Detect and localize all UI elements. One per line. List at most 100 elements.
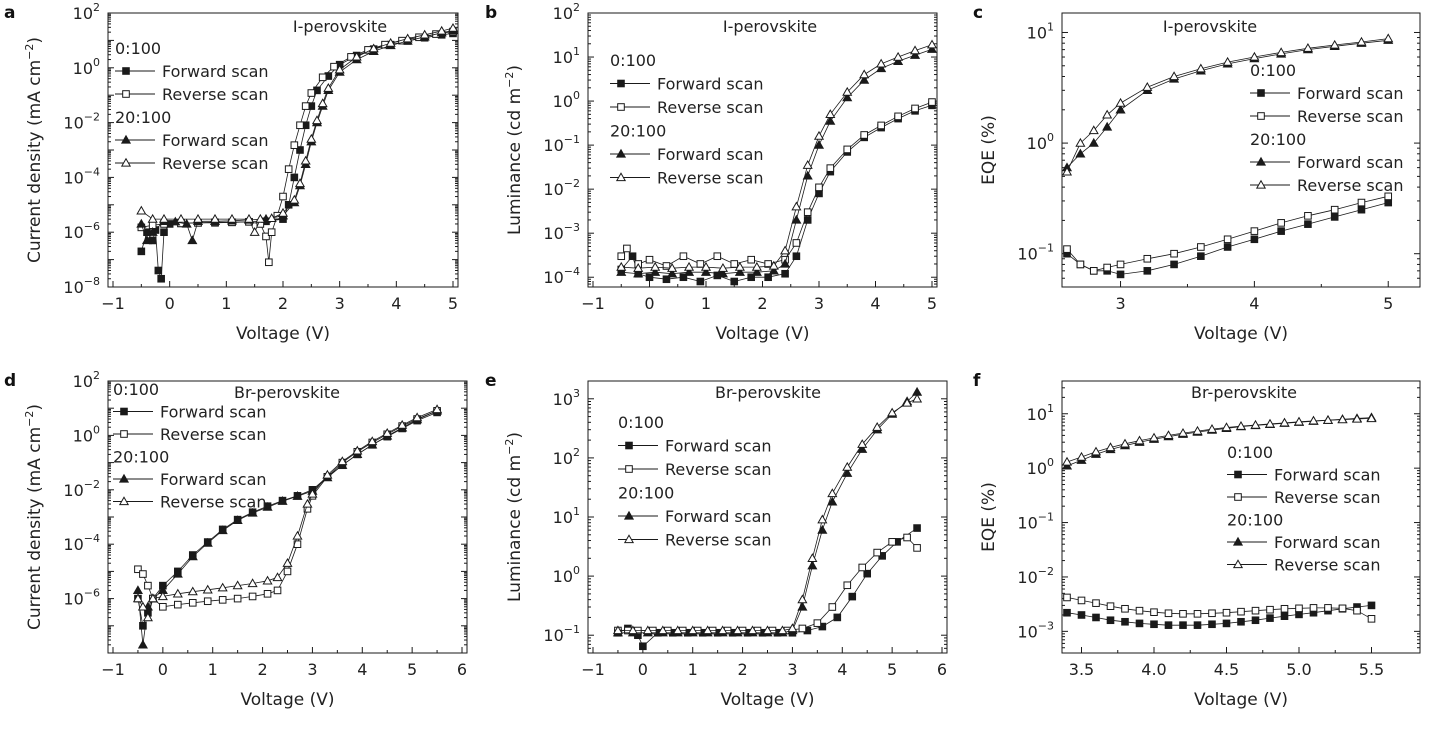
legend-marker bbox=[615, 148, 627, 158]
data-point bbox=[893, 56, 904, 65]
legend-entry: Forward scan bbox=[657, 145, 764, 164]
series-line bbox=[620, 104, 933, 282]
legend-group-header: 0:100 bbox=[618, 413, 664, 432]
data-point bbox=[1223, 235, 1232, 244]
data-point bbox=[255, 213, 266, 223]
data-point bbox=[768, 265, 779, 275]
panel-letter: d bbox=[4, 371, 16, 391]
data-point bbox=[1293, 416, 1305, 426]
data-point bbox=[791, 214, 802, 224]
data-point bbox=[132, 585, 143, 595]
panel-title: Br-perovskite bbox=[1191, 383, 1297, 402]
data-point bbox=[734, 267, 745, 276]
y-tick-label: 10−4 bbox=[543, 265, 580, 287]
data-point bbox=[187, 235, 198, 245]
legend-marker bbox=[1257, 112, 1265, 120]
data-point bbox=[633, 268, 644, 278]
y-tick-label: 10−1 bbox=[1017, 242, 1054, 264]
data-point bbox=[734, 261, 745, 271]
panel-f: f 101 100 10−1 10−2 10−3 3.5 4.0 4.5 5.0 5.5 Volta… bbox=[973, 371, 1421, 710]
data-point bbox=[267, 228, 276, 236]
data-point bbox=[1197, 243, 1205, 251]
data-point bbox=[827, 496, 838, 506]
data-point bbox=[294, 178, 306, 188]
legend-group-header: 20:100 bbox=[1250, 130, 1306, 149]
data-point bbox=[1338, 604, 1347, 613]
data-point bbox=[292, 491, 303, 500]
data-point bbox=[1337, 414, 1348, 424]
y-tick-label: 100 bbox=[553, 89, 580, 111]
data-point bbox=[330, 62, 338, 71]
data-point bbox=[1356, 36, 1367, 46]
data-point bbox=[813, 619, 822, 627]
legend-entry: Forward scan bbox=[160, 403, 267, 422]
legend-entry: Forward scan bbox=[1297, 84, 1404, 103]
data-point bbox=[1075, 148, 1086, 158]
series-line bbox=[137, 410, 438, 645]
legend-group-header: 0:100 bbox=[1227, 443, 1273, 462]
legend-group-header: 0:100 bbox=[610, 51, 656, 70]
legend-marker bbox=[118, 473, 130, 483]
x-tick-label: 5 bbox=[927, 294, 937, 313]
data-point bbox=[662, 275, 671, 284]
legend-entry: Reverse scan bbox=[657, 169, 763, 188]
data-point bbox=[1384, 192, 1393, 201]
panel-b: b 102 101 100 10−1 10−2 10−3 10−4−1 0 1 2 3 4 5 Volta… bbox=[485, 1, 938, 344]
panel-letter: f bbox=[973, 371, 981, 391]
data-point bbox=[787, 623, 798, 633]
data-point bbox=[764, 260, 772, 268]
data-point bbox=[1142, 82, 1153, 91]
y-axis-title: EQE (%) bbox=[979, 482, 999, 552]
y-tick-label: 10−6 bbox=[63, 587, 100, 609]
data-point bbox=[1115, 104, 1126, 114]
data-point bbox=[1330, 213, 1339, 221]
x-tick-label: 3 bbox=[787, 660, 797, 679]
data-point bbox=[292, 530, 303, 540]
data-point bbox=[1366, 413, 1377, 423]
data-point bbox=[1089, 267, 1098, 275]
legend-group-header: 20:100 bbox=[115, 108, 171, 127]
data-point bbox=[807, 553, 818, 562]
y-tick-label: 101 bbox=[553, 505, 580, 527]
x-tick-label: −1 bbox=[101, 294, 125, 313]
data-point bbox=[1193, 610, 1202, 618]
x-tick-label: 3 bbox=[814, 294, 824, 313]
data-point bbox=[311, 115, 323, 125]
data-point bbox=[1195, 63, 1206, 73]
data-point bbox=[1170, 249, 1178, 258]
data-point bbox=[1088, 125, 1099, 135]
x-tick-label: 0 bbox=[644, 294, 654, 313]
data-point bbox=[147, 226, 158, 236]
data-point bbox=[337, 456, 348, 466]
data-point bbox=[249, 226, 260, 236]
data-point bbox=[1116, 270, 1125, 279]
x-tick-label: 5 bbox=[407, 660, 417, 679]
data-point bbox=[857, 444, 868, 453]
legend-marker bbox=[617, 103, 625, 111]
legend-marker bbox=[623, 510, 635, 520]
data-point bbox=[872, 422, 883, 431]
data-point bbox=[803, 208, 812, 216]
x-tick-label: 3 bbox=[1115, 294, 1125, 313]
data-point bbox=[174, 600, 182, 609]
y-axis-title: Luminance (cd m−2) bbox=[503, 65, 525, 235]
data-point bbox=[1077, 596, 1086, 605]
data-point bbox=[137, 601, 148, 611]
y-tick-label: 101 bbox=[1027, 20, 1054, 42]
data-point bbox=[1116, 260, 1125, 269]
y-tick-label: 101 bbox=[1027, 402, 1054, 424]
series-tri-open bbox=[1062, 33, 1394, 176]
legend-marker bbox=[1234, 470, 1242, 479]
data-point bbox=[136, 205, 147, 215]
data-point bbox=[894, 112, 902, 121]
y-tick-label: 10−1 bbox=[543, 133, 580, 155]
data-point bbox=[1090, 446, 1102, 456]
data-point bbox=[262, 575, 273, 585]
panel-e: e 103 102 101 100 10−1−1 0 1 2 3 4 5 6 Voltage (V) Lu… bbox=[485, 371, 948, 710]
data-point bbox=[1193, 621, 1202, 629]
data-point bbox=[247, 507, 258, 517]
data-point bbox=[700, 267, 712, 276]
